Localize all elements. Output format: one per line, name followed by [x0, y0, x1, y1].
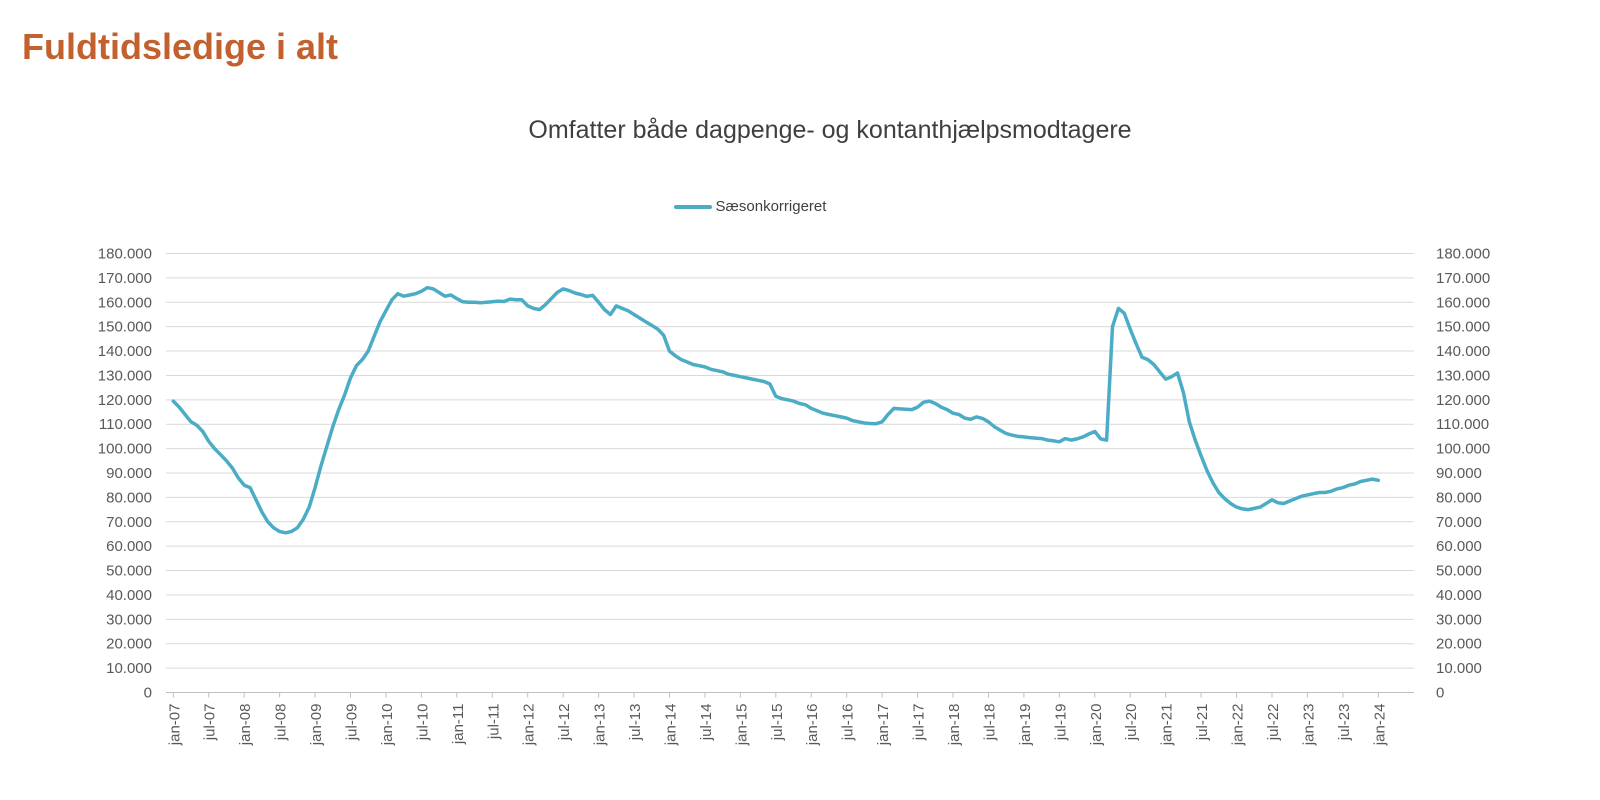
svg-text:30.000: 30.000: [1436, 611, 1482, 628]
svg-text:jul-10: jul-10: [414, 704, 431, 742]
series-line-saesonkorrigeret: [171, 285, 1381, 535]
svg-text:180.000: 180.000: [1436, 246, 1490, 263]
svg-text:jul-22: jul-22: [1265, 704, 1282, 742]
legend-line-swatch: [673, 204, 712, 209]
svg-text:jul-20: jul-20: [1123, 704, 1140, 742]
svg-text:jan-20: jan-20: [1088, 704, 1105, 747]
gridlines: [166, 253, 1414, 693]
svg-text:130.000: 130.000: [1436, 367, 1490, 384]
svg-text:180.000: 180.000: [98, 246, 152, 263]
svg-text:120.000: 120.000: [1436, 392, 1490, 409]
svg-text:20.000: 20.000: [1436, 636, 1482, 653]
svg-text:80.000: 80.000: [1436, 489, 1482, 506]
svg-text:jul-18: jul-18: [981, 703, 998, 741]
svg-text:40.000: 40.000: [106, 587, 152, 604]
svg-text:160.000: 160.000: [98, 294, 152, 311]
svg-text:jan-13: jan-13: [592, 704, 609, 747]
svg-text:jan-22: jan-22: [1230, 704, 1247, 747]
page-title: Fuldtidsledige i alt: [22, 26, 339, 67]
svg-text:jan-21: jan-21: [1159, 704, 1176, 747]
svg-text:jan-07: jan-07: [166, 704, 183, 747]
svg-text:30.000: 30.000: [106, 611, 152, 628]
svg-text:150.000: 150.000: [1436, 319, 1490, 336]
svg-text:jan-24: jan-24: [1371, 704, 1388, 747]
svg-text:70.000: 70.000: [1436, 514, 1482, 531]
svg-text:170.000: 170.000: [1436, 270, 1490, 287]
svg-text:90.000: 90.000: [1436, 465, 1482, 482]
svg-text:jul-16: jul-16: [840, 704, 857, 742]
svg-text:jan-10: jan-10: [379, 704, 396, 747]
svg-text:50.000: 50.000: [1436, 563, 1482, 580]
svg-text:jul-14: jul-14: [698, 704, 715, 742]
svg-text:jul-15: jul-15: [769, 704, 786, 742]
svg-text:jul-11: jul-11: [485, 704, 502, 741]
svg-text:jan-08: jan-08: [237, 704, 254, 747]
svg-text:jul-08: jul-08: [273, 704, 290, 742]
svg-text:120.000: 120.000: [98, 392, 152, 409]
svg-text:jul-23: jul-23: [1336, 704, 1353, 742]
svg-text:100.000: 100.000: [1436, 441, 1490, 458]
svg-text:110.000: 110.000: [99, 416, 152, 433]
svg-text:jan-15: jan-15: [733, 704, 750, 747]
svg-text:140.000: 140.000: [98, 343, 152, 360]
svg-text:60.000: 60.000: [106, 538, 152, 555]
chart-legend: Sæsonkorrigeret: [0, 198, 1500, 215]
y-axis-labels-left: 0 10.000 20.000 30.000 40.000 50.000 60.000 70.…: [98, 246, 152, 702]
svg-text:60.000: 60.000: [1436, 538, 1482, 555]
svg-text:jul-07: jul-07: [202, 704, 219, 742]
svg-text:jan-17: jan-17: [875, 704, 892, 747]
svg-text:80.000: 80.000: [106, 489, 152, 506]
svg-text:jan-23: jan-23: [1300, 704, 1317, 747]
x-axis-ticks: [172, 692, 1379, 698]
svg-text:jul-19: jul-19: [1052, 704, 1069, 742]
legend-label: Sæsonkorrigeret: [715, 198, 827, 215]
svg-text:jan-12: jan-12: [521, 704, 538, 747]
svg-text:jan-16: jan-16: [804, 704, 821, 747]
svg-text:jan-19: jan-19: [1017, 704, 1034, 747]
svg-text:40.000: 40.000: [1436, 587, 1482, 604]
svg-text:jan-11: jan-11: [450, 704, 467, 746]
svg-text:160.000: 160.000: [1436, 294, 1490, 311]
svg-text:130.000: 130.000: [98, 367, 152, 384]
svg-text:jan-09: jan-09: [308, 704, 325, 747]
svg-text:20.000: 20.000: [106, 636, 152, 653]
svg-text:0: 0: [1436, 685, 1444, 702]
svg-text:10.000: 10.000: [106, 660, 152, 677]
svg-text:jul-21: jul-21: [1194, 704, 1211, 742]
svg-text:jul-17: jul-17: [911, 704, 928, 742]
svg-text:70.000: 70.000: [106, 514, 152, 531]
y-axis-labels-right: 0 10.000 20.000 30.000 40.000 50.000 60.000 70.…: [1436, 246, 1490, 702]
x-axis-labels: jan-07 jul-07 jan-08 jul-08 jan-09 jul-09 jan-…: [166, 703, 1388, 746]
svg-text:jan-14: jan-14: [662, 704, 679, 747]
svg-text:140.000: 140.000: [1436, 343, 1490, 360]
chart-subtitle: Omfatter både dagpenge- og kontanthjælps…: [528, 116, 1132, 144]
svg-text:jul-09: jul-09: [344, 704, 361, 742]
svg-text:100.000: 100.000: [98, 441, 152, 458]
svg-text:170.000: 170.000: [98, 270, 152, 287]
svg-text:110.000: 110.000: [1436, 416, 1489, 433]
svg-text:90.000: 90.000: [106, 465, 152, 482]
svg-text:50.000: 50.000: [106, 563, 152, 580]
svg-text:150.000: 150.000: [98, 319, 152, 336]
svg-text:jul-12: jul-12: [556, 704, 573, 742]
svg-text:jan-18: jan-18: [946, 704, 963, 747]
svg-text:0: 0: [144, 685, 152, 702]
svg-text:jul-13: jul-13: [627, 704, 644, 742]
svg-text:10.000: 10.000: [1436, 660, 1482, 677]
